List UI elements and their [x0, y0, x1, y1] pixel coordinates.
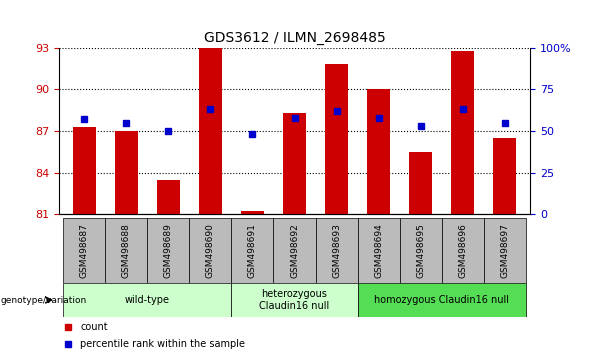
Bar	[189, 218, 231, 283]
Bar	[63, 218, 105, 283]
Bar	[451, 51, 474, 214]
Bar	[231, 283, 358, 317]
Text: GSM498690: GSM498690	[206, 223, 215, 278]
Text: GSM498687: GSM498687	[80, 223, 88, 278]
Bar	[273, 218, 316, 283]
Bar	[241, 211, 264, 214]
Text: GSM498692: GSM498692	[290, 223, 299, 278]
Title: GDS3612 / ILMN_2698485: GDS3612 / ILMN_2698485	[204, 32, 385, 45]
Text: count: count	[80, 321, 108, 332]
Bar	[484, 218, 526, 283]
Bar	[115, 131, 138, 214]
Text: wild-type: wild-type	[125, 295, 170, 305]
Text: GSM498689: GSM498689	[164, 223, 173, 278]
Bar	[105, 218, 147, 283]
Bar	[72, 127, 96, 214]
Bar	[358, 218, 400, 283]
Bar	[157, 179, 180, 214]
Text: GSM498688: GSM498688	[122, 223, 131, 278]
Bar	[494, 138, 517, 214]
Text: GSM498697: GSM498697	[501, 223, 509, 278]
Text: homozygous Claudin16 null: homozygous Claudin16 null	[374, 295, 509, 305]
Text: genotype/variation: genotype/variation	[1, 296, 87, 304]
Bar	[147, 218, 189, 283]
Bar	[199, 48, 222, 214]
Bar	[442, 218, 484, 283]
Bar	[283, 113, 306, 214]
Text: percentile rank within the sample: percentile rank within the sample	[80, 339, 245, 349]
Bar	[231, 218, 273, 283]
Text: heterozygous
Claudin16 null: heterozygous Claudin16 null	[259, 289, 330, 311]
Text: GSM498691: GSM498691	[248, 223, 257, 278]
Bar	[316, 218, 358, 283]
Bar	[325, 64, 348, 214]
Text: GSM498693: GSM498693	[332, 223, 341, 278]
Bar	[400, 218, 442, 283]
Text: GSM498694: GSM498694	[374, 223, 383, 278]
Bar	[63, 283, 231, 317]
Text: GSM498695: GSM498695	[416, 223, 425, 278]
Text: GSM498696: GSM498696	[458, 223, 467, 278]
Bar	[409, 152, 432, 214]
Bar	[358, 283, 526, 317]
Bar	[367, 89, 391, 214]
